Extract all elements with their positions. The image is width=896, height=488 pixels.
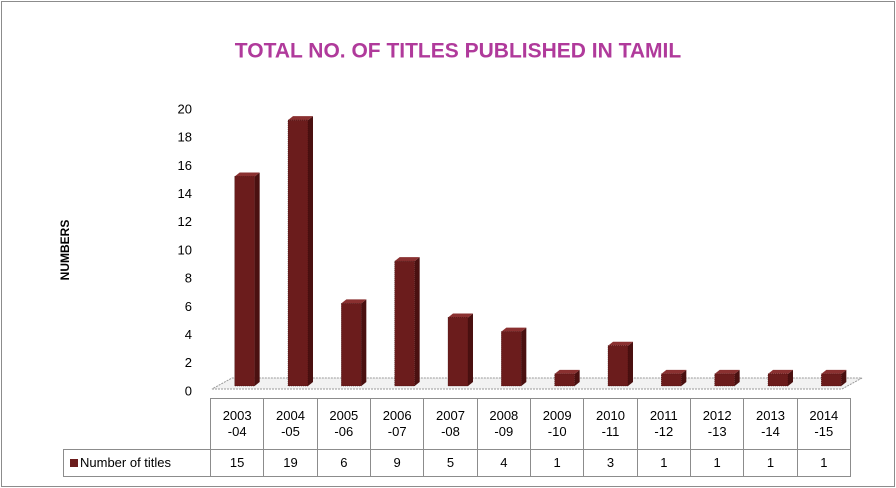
bar-top [608, 341, 633, 346]
bar [287, 119, 309, 387]
bar [234, 176, 255, 387]
x-tick-label: 2009 -10 [530, 398, 585, 450]
bar-top [234, 172, 260, 177]
bar-top [768, 369, 793, 374]
bar-side [628, 341, 633, 386]
x-tick-label: 2007 -08 [423, 398, 478, 450]
bar-top [501, 327, 527, 332]
x-tick-label: 2003 -04 [210, 398, 265, 450]
bar [394, 260, 415, 387]
legend-cell: Number of titles [63, 449, 211, 477]
bar-side [841, 369, 847, 386]
x-tick-label: 2013 -14 [743, 398, 798, 450]
bar-side [681, 369, 687, 386]
table-value: 1 [530, 449, 585, 477]
x-tick-label: 2011 -12 [636, 398, 691, 450]
bar-top [714, 369, 740, 374]
bar-side [788, 369, 793, 386]
table-value: 4 [476, 449, 531, 477]
bar-side [574, 369, 580, 386]
y-tick-label: 0 [185, 383, 192, 398]
x-tick-label: 2006 -07 [370, 398, 425, 450]
x-tick-label: 2010 -11 [583, 398, 638, 450]
table-value: 3 [583, 449, 638, 477]
y-tick-label: 14 [178, 186, 192, 201]
bar-top [341, 299, 367, 304]
y-tick-label: 12 [178, 214, 192, 229]
x-tick-label: 2012 -13 [690, 398, 745, 450]
table-value: 1 [636, 449, 691, 477]
bar [714, 373, 735, 387]
bar-side [468, 313, 473, 386]
bar [341, 303, 362, 387]
bar [447, 317, 469, 387]
bar [821, 373, 842, 387]
bar [767, 373, 789, 387]
bar-top [394, 257, 420, 262]
y-tick-label: 16 [178, 158, 192, 173]
y-tick-label: 4 [185, 327, 192, 342]
bar-top [288, 116, 313, 121]
chart-title: TOTAL NO. OF TITLES PUBLISHED IN TAMIL [235, 40, 682, 63]
y-tick-label: 18 [178, 130, 192, 145]
table-value: 1 [690, 449, 745, 477]
bar [607, 345, 629, 387]
table-value: 1 [796, 449, 851, 477]
legend-swatch [70, 459, 78, 467]
bar-side [734, 369, 740, 386]
x-tick-label: 2004 -05 [263, 398, 318, 450]
y-tick-label: 10 [178, 242, 192, 257]
bar-top [554, 369, 580, 374]
y-tick-label: 2 [185, 355, 192, 370]
legend-label: Number of titles [80, 455, 172, 470]
y-tick-label: 6 [185, 299, 192, 314]
floor [211, 377, 863, 390]
x-tick-label: 2005 -06 [316, 398, 371, 450]
bar-side [361, 299, 367, 386]
bar-top [448, 313, 473, 318]
bar [661, 373, 682, 387]
bar-side [254, 172, 260, 386]
table-value: 15 [210, 449, 265, 477]
bar-top [661, 369, 687, 374]
y-tick-label: 20 [178, 101, 192, 116]
table-value: 6 [316, 449, 371, 477]
bar-top [821, 369, 847, 374]
bar-side [308, 116, 313, 386]
bar-side [521, 327, 527, 386]
y-axis-label: NUMBERS [58, 220, 72, 281]
x-tick-label: 2008 -09 [476, 398, 531, 450]
bar-side [414, 257, 420, 386]
bar [554, 373, 575, 387]
y-tick-label: 8 [185, 271, 192, 286]
table-value: 19 [263, 449, 318, 477]
table-value: 5 [423, 449, 478, 477]
bar [501, 331, 522, 387]
table-value: 1 [743, 449, 798, 477]
x-tick-label: 2014 -15 [796, 398, 851, 450]
table-value: 9 [370, 449, 425, 477]
